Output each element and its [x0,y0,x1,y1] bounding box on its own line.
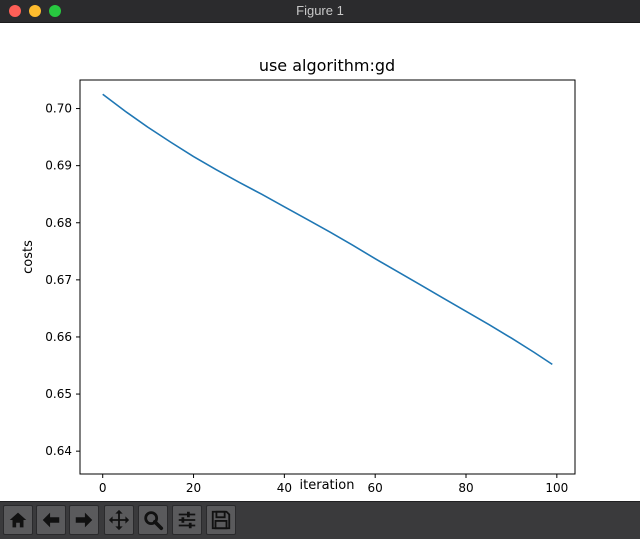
x-tick-label: 0 [99,481,107,495]
zoom-icon [144,511,164,531]
x-tick-label: 40 [277,481,292,495]
back-arrow-icon [42,512,60,528]
configure-subplots-icon [178,511,196,529]
forward-arrow-icon [75,512,93,528]
zoom-button[interactable] [138,505,168,535]
y-tick-label: 0.70 [45,102,72,116]
y-tick-label: 0.68 [45,216,72,230]
y-tick-label: 0.67 [45,273,72,287]
chart-title: use algorithm:gd [259,56,395,75]
back-button[interactable] [36,505,66,535]
y-tick-label: 0.64 [45,444,72,458]
axes-frame [79,79,576,475]
y-axis-label: costs [21,240,36,274]
home-icon [9,512,27,528]
y-tick-label: 0.65 [45,387,72,401]
home-button[interactable] [3,505,33,535]
x-axis-label: iteration [300,478,355,493]
close-window-button[interactable] [9,5,21,17]
x-tick-label: 100 [545,481,568,495]
configure-subplots-button[interactable] [172,505,202,535]
minimize-window-button[interactable] [29,5,41,17]
navigation-toolbar [0,501,640,539]
save-icon [211,510,231,530]
save-button[interactable] [206,505,236,535]
window-title: Figure 1 [296,3,344,18]
zoom-window-button[interactable] [49,5,61,17]
cost-line [102,93,553,366]
x-tick-label: 80 [458,481,473,495]
pan-button[interactable] [104,505,134,535]
chart: use algorithm:gd iteration costs 0 20 40 60… [21,56,576,495]
x-tick-label: 20 [186,481,201,495]
y-tick-label: 0.66 [45,330,72,344]
window-titlebar: Figure 1 [0,0,640,23]
forward-button[interactable] [69,505,99,535]
y-tick-label: 0.69 [45,159,72,173]
pan-icon [108,509,130,531]
x-tick-label: 60 [368,481,383,495]
